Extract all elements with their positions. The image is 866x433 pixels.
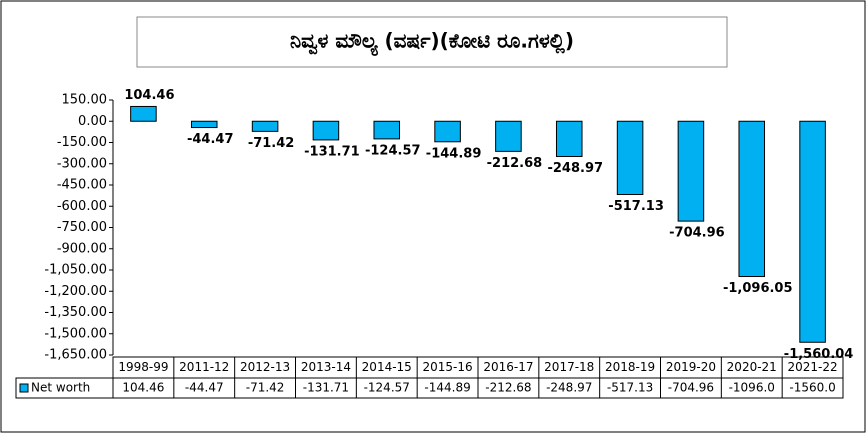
- data-label: -1,096.05: [723, 281, 793, 296]
- bar: [434, 120, 461, 143]
- bar: [312, 120, 340, 141]
- table-value: -517.13: [607, 381, 653, 395]
- y-tick-label: -1,650.00: [44, 348, 107, 363]
- x-tick-label: 2021-22: [788, 360, 838, 374]
- table-value: -248.97: [546, 381, 592, 395]
- bar: [130, 105, 157, 122]
- bar: [373, 120, 401, 140]
- y-tick-label: -300.00: [57, 156, 107, 171]
- table-value: -71.42: [246, 381, 285, 395]
- y-tick-label: 150.00: [62, 93, 108, 108]
- x-tick-label: 2020-21: [727, 360, 777, 374]
- legend-key: [19, 383, 29, 393]
- data-label: -1,560.04: [784, 347, 854, 362]
- x-tick-label: 2017-18: [544, 360, 594, 374]
- x-tick-label: 2014-15: [362, 360, 412, 374]
- data-label: -517.13: [608, 199, 664, 214]
- table-value: -124.57: [364, 381, 410, 395]
- bar: [555, 120, 583, 158]
- chart-title: ನಿವ್ವಳ ಮೌಲ್ಯ (ವರ್ಷ)(ಕೋಟಿ ರೂ.ಗಳಲ್ಲಿ): [290, 29, 574, 57]
- y-tick-label: -450.00: [57, 178, 107, 193]
- data-label: -44.47: [187, 132, 234, 147]
- table-value: -704.96: [668, 381, 714, 395]
- y-tick-label: 0.00: [78, 114, 107, 129]
- bar: [616, 120, 644, 196]
- data-label: -144.89: [426, 146, 482, 161]
- x-tick-label: 2015-16: [423, 360, 473, 374]
- y-tick-label: -150.00: [57, 135, 107, 150]
- data-label: -212.68: [487, 156, 543, 171]
- x-tick-label: 2018-19: [605, 360, 655, 374]
- y-tick-label: -900.00: [57, 241, 107, 256]
- x-tick-label: 1998-99: [118, 360, 168, 374]
- table-value: -131.71: [303, 381, 349, 395]
- data-label: -124.57: [365, 143, 421, 158]
- data-label: -71.42: [248, 136, 295, 151]
- bar: [190, 120, 218, 129]
- x-tick-label: 2013-14: [301, 360, 351, 374]
- bar: [251, 120, 279, 132]
- x-tick-label: 2016-17: [483, 360, 533, 374]
- bar: [677, 120, 705, 222]
- y-tick-label: -1,350.00: [44, 305, 107, 320]
- y-tick-label: -750.00: [57, 220, 107, 235]
- bar: [495, 120, 522, 152]
- y-tick-label: -1,500.00: [44, 326, 107, 341]
- y-tick-label: -600.00: [57, 199, 107, 214]
- table-value: 104.46: [122, 381, 164, 395]
- title-box: [136, 16, 728, 68]
- table-value: -1096.0: [729, 381, 775, 395]
- y-tick-label: -1,050.00: [44, 263, 107, 278]
- legend-label: Net worth: [31, 381, 90, 395]
- data-label: -131.71: [304, 144, 360, 159]
- data-label: 104.46: [124, 88, 174, 103]
- table-value: -144.89: [424, 381, 470, 395]
- x-tick-label: 2011-12: [179, 360, 229, 374]
- x-tick-label: 2019-20: [666, 360, 716, 374]
- bar: [738, 120, 766, 278]
- data-label: -248.97: [547, 161, 603, 176]
- table-value: -44.47: [185, 381, 224, 395]
- x-tick-label: 2012-13: [240, 360, 290, 374]
- table-value: -212.68: [485, 381, 531, 395]
- y-tick-label: -1,200.00: [44, 284, 107, 299]
- bar: [799, 120, 826, 343]
- data-label: -704.96: [669, 226, 725, 241]
- table-value: -1560.0: [789, 381, 835, 395]
